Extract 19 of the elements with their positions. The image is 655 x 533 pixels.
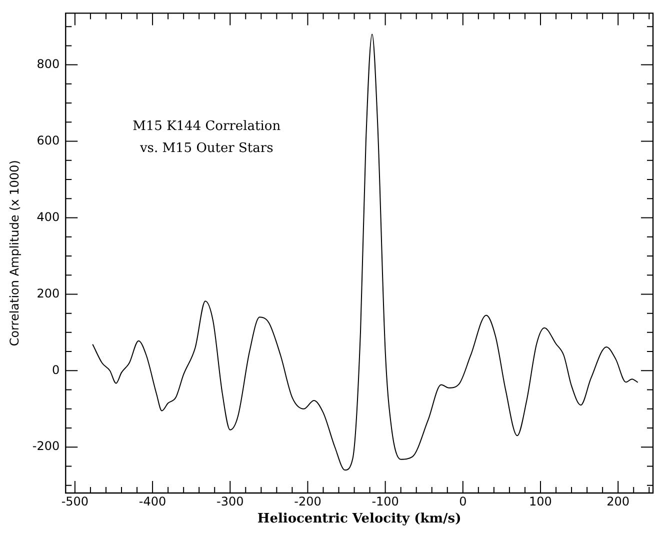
x-tick-label: -400	[138, 494, 166, 508]
y-tick-label: 0	[52, 362, 60, 377]
x-tick-label: -300	[216, 494, 244, 508]
y-tick-label: 400	[36, 210, 60, 224]
x-tick-label: -200	[294, 494, 322, 508]
y-tick-label: 800	[36, 56, 60, 71]
y-tick-label: -200	[32, 439, 60, 454]
line-series	[92, 34, 638, 471]
x-tick-label: 200	[606, 494, 630, 508]
x-axis-title: Heliocentric Velocity (km/s)	[257, 512, 462, 527]
y-tick-label: 600	[36, 133, 60, 148]
x-tick-label: -500	[61, 494, 89, 508]
annotation: M15 K144 Correlation	[132, 119, 282, 134]
x-tick-label: -100	[372, 494, 399, 508]
y-axis-title: Correlation Amplitude (x 1000)	[7, 160, 22, 346]
annotation: vs. M15 Outer Stars	[138, 141, 274, 156]
x-tick-label: 100	[529, 494, 552, 508]
y-tick-label: 200	[36, 286, 60, 300]
x-tick-label: 0	[459, 494, 467, 508]
